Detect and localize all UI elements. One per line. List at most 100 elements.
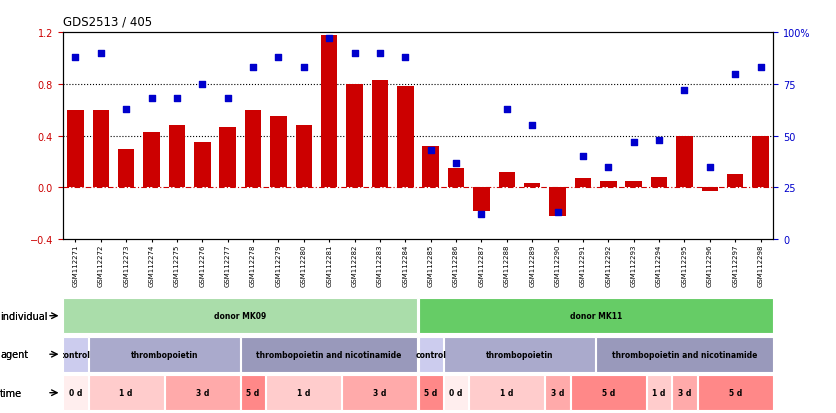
Text: agent: agent	[0, 349, 28, 359]
Bar	[469, 375, 544, 410]
Text: thrombopoietin and nicotinamide: thrombopoietin and nicotinamide	[257, 350, 402, 359]
Bar	[419, 337, 443, 372]
Bar	[343, 375, 417, 410]
Bar	[498, 173, 515, 188]
Bar	[545, 375, 570, 410]
Bar	[245, 111, 262, 188]
Bar	[321, 36, 338, 188]
Bar	[571, 375, 646, 410]
Bar	[89, 337, 240, 372]
Point	[297, 65, 310, 71]
Point	[171, 96, 184, 102]
Point	[323, 36, 336, 43]
Text: 3 d: 3 d	[196, 388, 209, 397]
Bar	[549, 188, 566, 216]
Point	[728, 71, 742, 78]
Bar	[444, 337, 595, 372]
Bar	[419, 375, 443, 410]
Point	[678, 88, 691, 94]
Bar	[64, 337, 88, 372]
Text: control: control	[415, 350, 446, 359]
Text: thrombopoietin: thrombopoietin	[130, 350, 198, 359]
Point	[424, 147, 437, 154]
Point	[272, 55, 285, 61]
Text: donor MK09: donor MK09	[214, 311, 267, 320]
Text: thrombopoietin and nicotinamide: thrombopoietin and nicotinamide	[612, 350, 757, 359]
Bar	[676, 136, 693, 188]
Text: 5 d: 5 d	[729, 388, 742, 397]
Bar	[89, 375, 164, 410]
Point	[551, 209, 564, 216]
Text: 3 d: 3 d	[678, 388, 691, 397]
Point	[576, 154, 589, 160]
Text: time: time	[0, 388, 22, 398]
Text: 1 d: 1 d	[652, 388, 665, 397]
Bar	[625, 181, 642, 188]
Text: individual: individual	[0, 311, 48, 321]
Bar	[524, 184, 540, 188]
Bar	[698, 375, 772, 410]
Bar	[647, 375, 671, 410]
Bar	[651, 178, 667, 188]
Point	[120, 106, 133, 113]
Point	[69, 55, 82, 61]
Text: 0 d: 0 d	[69, 388, 82, 397]
Text: 1 d: 1 d	[297, 388, 310, 397]
Bar	[241, 375, 265, 410]
Bar	[473, 188, 490, 211]
Text: thrombopoietin: thrombopoietin	[486, 350, 553, 359]
Text: 3 d: 3 d	[373, 388, 386, 397]
Bar	[596, 337, 772, 372]
Point	[754, 65, 767, 71]
Point	[475, 211, 488, 218]
Point	[399, 55, 412, 61]
Point	[94, 50, 108, 57]
Bar	[727, 175, 743, 188]
Bar	[346, 85, 363, 188]
Text: control: control	[60, 350, 91, 359]
Text: 5 d: 5 d	[424, 388, 437, 397]
Text: 0 d: 0 d	[450, 388, 463, 397]
Bar	[169, 126, 185, 188]
Bar	[143, 133, 160, 188]
Text: 5 d: 5 d	[247, 388, 260, 397]
Point	[602, 164, 615, 171]
Bar	[600, 181, 617, 188]
Bar	[422, 147, 439, 188]
Bar	[296, 126, 312, 188]
Point	[627, 139, 640, 146]
Bar	[194, 143, 211, 188]
Point	[348, 50, 361, 57]
Bar	[118, 149, 135, 188]
Point	[221, 96, 234, 102]
Bar	[397, 87, 414, 188]
Bar	[67, 111, 84, 188]
Bar	[219, 127, 236, 188]
Bar	[701, 188, 718, 192]
Point	[500, 106, 513, 113]
Bar	[64, 299, 417, 333]
Bar	[448, 169, 464, 188]
Text: 3 d: 3 d	[551, 388, 564, 397]
Text: GDS2513 / 405: GDS2513 / 405	[63, 16, 152, 29]
Point	[196, 81, 209, 88]
Point	[450, 160, 463, 166]
Bar	[165, 375, 240, 410]
Point	[247, 65, 260, 71]
Bar	[266, 375, 341, 410]
Bar	[241, 337, 417, 372]
Point	[526, 123, 539, 129]
Point	[373, 50, 386, 57]
Text: 5 d: 5 d	[602, 388, 615, 397]
Text: time: time	[0, 388, 22, 398]
Text: 1 d: 1 d	[120, 388, 133, 397]
Bar	[93, 111, 109, 188]
Text: 1 d: 1 d	[500, 388, 513, 397]
Point	[652, 137, 665, 144]
Bar	[270, 117, 287, 188]
Text: donor MK11: donor MK11	[569, 311, 622, 320]
Bar	[419, 299, 772, 333]
Bar	[444, 375, 468, 410]
Bar	[64, 375, 88, 410]
Point	[145, 96, 158, 102]
